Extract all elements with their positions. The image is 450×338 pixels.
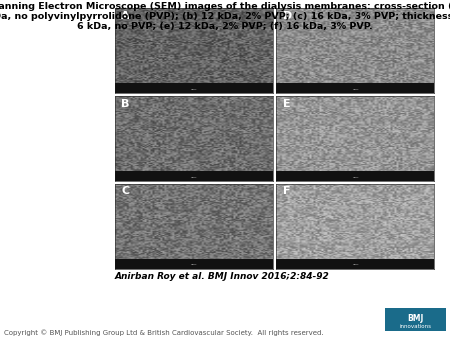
Text: innovations: innovations (399, 324, 431, 329)
Text: C: C (121, 186, 129, 196)
Text: Copyright © BMJ Publishing Group Ltd & British Cardiovascular Society.  All righ: Copyright © BMJ Publishing Group Ltd & B… (4, 330, 324, 336)
Text: D: D (283, 11, 292, 21)
Text: F: F (283, 186, 290, 196)
Text: Anirban Roy et al. BMJ Innov 2016;2:84-92: Anirban Roy et al. BMJ Innov 2016;2:84-9… (115, 272, 329, 281)
Text: ___: ___ (190, 174, 197, 178)
Text: ___: ___ (352, 262, 359, 266)
Text: ___: ___ (352, 174, 359, 178)
Text: E: E (283, 99, 290, 108)
Text: ___: ___ (190, 86, 197, 90)
Text: B: B (121, 99, 130, 108)
Text: Scanning Electron Microscope (SEM) images of the dialysis membranes: cross-secti: Scanning Electron Microscope (SEM) image… (0, 2, 450, 31)
Text: ___: ___ (190, 262, 197, 266)
Text: BMJ: BMJ (407, 314, 423, 323)
Text: ___: ___ (352, 86, 359, 90)
Text: A: A (121, 11, 130, 21)
